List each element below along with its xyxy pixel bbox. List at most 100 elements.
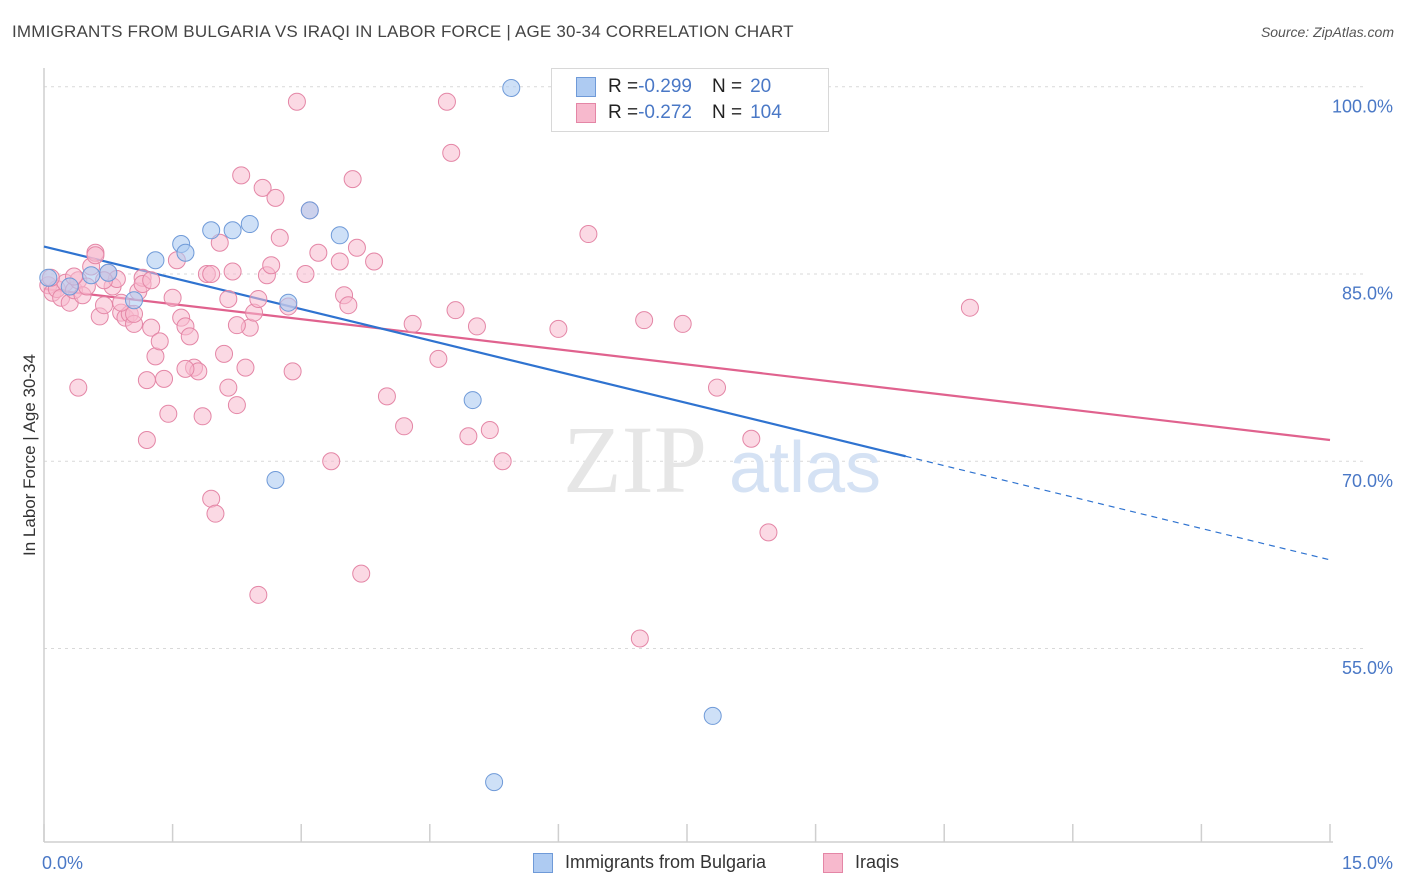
bulgaria-point bbox=[223, 221, 242, 240]
stats-legend: R = -0.299 N = 20 R = -0.272 N = 104 bbox=[551, 68, 829, 132]
iraqis-point bbox=[459, 427, 478, 446]
iraqis-point bbox=[759, 523, 778, 542]
iraqis-point bbox=[266, 188, 285, 207]
iraqis-point bbox=[142, 271, 161, 290]
bulgaria-point bbox=[266, 470, 285, 489]
legend-blue-r-label: R = bbox=[608, 76, 639, 97]
iraqis-point bbox=[193, 407, 212, 426]
legend-swatch-blue bbox=[576, 77, 596, 97]
iraqis-point bbox=[249, 289, 268, 308]
x-tick-label: 0.0% bbox=[42, 853, 83, 873]
bulgaria-point bbox=[125, 291, 144, 310]
iraqis-point bbox=[227, 316, 246, 335]
iraqis-point bbox=[395, 417, 414, 436]
iraqis-point bbox=[365, 252, 384, 271]
bulgaria-point bbox=[463, 391, 482, 410]
iraqis-point bbox=[215, 344, 234, 363]
bulgaria-point bbox=[176, 243, 195, 262]
iraqis-point bbox=[146, 347, 165, 366]
iraqis-point bbox=[403, 314, 422, 333]
iraqis-point bbox=[159, 404, 178, 423]
bulgaria-point bbox=[703, 706, 722, 725]
bulgaria-point bbox=[330, 226, 349, 245]
bulgaria-point bbox=[82, 266, 101, 285]
watermark-zip: ZIP bbox=[563, 406, 707, 513]
iraqis-point bbox=[150, 332, 169, 351]
iraqis-point bbox=[579, 225, 598, 244]
iraqis-point bbox=[322, 452, 341, 471]
iraqis-point bbox=[270, 228, 289, 247]
chart-title: IMMIGRANTS FROM BULGARIA VS IRAQI IN LAB… bbox=[12, 22, 794, 41]
iraqis-point bbox=[137, 371, 156, 390]
x-tick-label: 15.0% bbox=[1342, 853, 1393, 873]
iraqis-point bbox=[708, 378, 727, 397]
bulgaria-point bbox=[99, 263, 118, 282]
iraqis-point bbox=[219, 378, 238, 397]
bulgaria-point bbox=[146, 251, 165, 270]
iraqis-point bbox=[253, 178, 272, 197]
legend-blue-n-value: 20 bbox=[750, 76, 772, 97]
iraqis-point bbox=[69, 378, 88, 397]
iraqis-point bbox=[236, 358, 255, 377]
bulgaria-trend-line-extension bbox=[905, 455, 1331, 561]
iraqis-point bbox=[227, 396, 246, 415]
iraqis-point bbox=[442, 143, 461, 162]
iraqis-point bbox=[437, 92, 456, 111]
iraqis-point bbox=[232, 166, 251, 185]
legend-swatch-pink bbox=[576, 103, 596, 123]
bottom-legend-blue-label: Immigrants from Bulgaria bbox=[565, 852, 767, 872]
bulgaria-point bbox=[485, 773, 504, 792]
iraqis-point bbox=[446, 301, 465, 320]
iraqis-point bbox=[223, 262, 242, 281]
bottom-legend-blue: Immigrants from Bulgaria bbox=[533, 852, 766, 873]
bottom-legend-pink: Iraqis bbox=[823, 852, 899, 873]
legend-pink-r-value: -0.272 bbox=[638, 102, 692, 123]
iraqis-point bbox=[206, 504, 225, 523]
iraqis-point bbox=[249, 585, 268, 604]
legend-pink-n-label: N = bbox=[711, 102, 743, 123]
iraqis-point bbox=[155, 369, 174, 388]
iraqis-point bbox=[176, 359, 195, 378]
iraqis-point bbox=[137, 431, 156, 450]
iraqis-point bbox=[95, 296, 114, 315]
iraqis-point bbox=[480, 421, 499, 440]
bottom-legend-swatch-blue bbox=[533, 852, 553, 873]
bulgaria-trend-line bbox=[43, 245, 906, 458]
iraqis-point bbox=[180, 327, 199, 346]
iraqis-point bbox=[673, 314, 692, 333]
iraqis-point bbox=[343, 170, 362, 189]
iraqis-point bbox=[262, 256, 281, 275]
bulgaria-point bbox=[202, 221, 221, 240]
bulgaria-point bbox=[240, 215, 259, 234]
iraqis-point bbox=[219, 289, 238, 308]
y-tick-label: 55.0% bbox=[1342, 658, 1393, 678]
legend-pink-r-label: R = bbox=[608, 102, 639, 123]
bottom-legend-pink-label: Iraqis bbox=[855, 852, 900, 872]
iraqis-point bbox=[549, 319, 568, 338]
iraqis-point bbox=[86, 246, 105, 265]
iraqis-point bbox=[296, 264, 315, 283]
y-tick-label: 70.0% bbox=[1342, 471, 1393, 491]
bulgaria-point bbox=[502, 78, 521, 97]
iraqis-point bbox=[467, 317, 486, 336]
bulgaria-point bbox=[300, 201, 319, 220]
y-tick-label: 85.0% bbox=[1342, 284, 1393, 304]
legend-blue-r-value: -0.299 bbox=[638, 76, 692, 97]
bottom-legend-swatch-pink bbox=[823, 852, 843, 873]
bulgaria-point bbox=[279, 293, 298, 312]
legend-pink-n-value: 104 bbox=[750, 102, 782, 123]
iraqis-point bbox=[210, 233, 229, 252]
iraqis-point bbox=[330, 252, 349, 271]
iraqis-point bbox=[283, 362, 302, 381]
bulgaria-point bbox=[60, 277, 79, 296]
iraqis-point bbox=[347, 238, 366, 257]
bulgaria-point bbox=[39, 268, 58, 287]
y-tick-label: 100.0% bbox=[1332, 96, 1393, 116]
iraqis-point bbox=[202, 489, 221, 508]
iraqis-point bbox=[287, 92, 306, 111]
iraqis-point bbox=[309, 243, 328, 262]
legend-blue-n-label: N = bbox=[711, 76, 743, 97]
iraqis-point bbox=[429, 349, 448, 368]
iraqis-point bbox=[163, 288, 182, 307]
iraqis-point bbox=[142, 318, 161, 337]
